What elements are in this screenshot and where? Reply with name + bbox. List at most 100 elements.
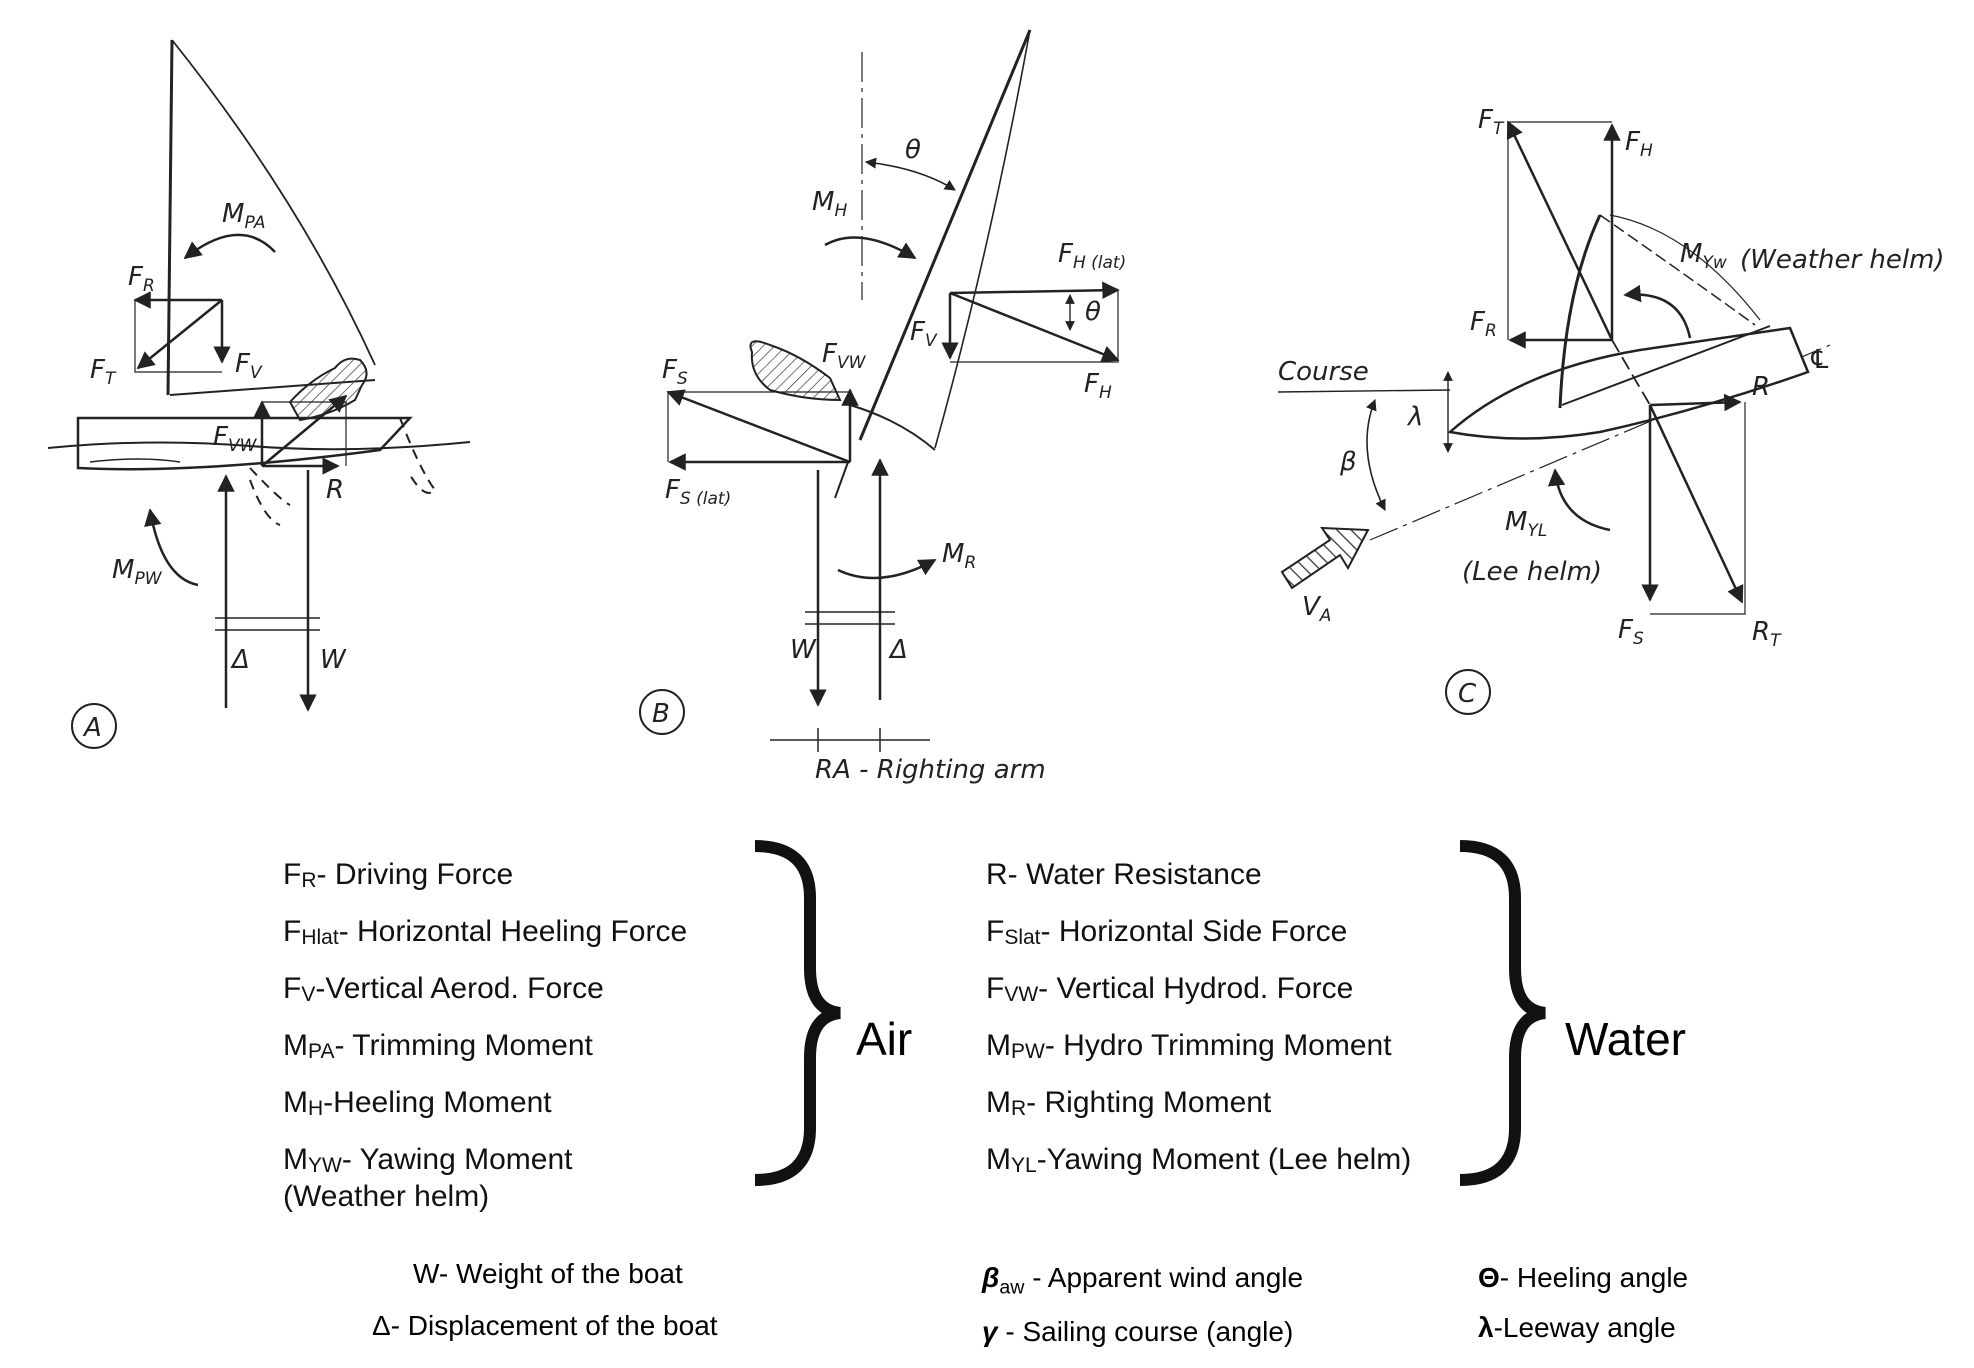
- legend-water-mr: MR- Righting Moment: [986, 1086, 1272, 1121]
- panel-a-guide: [134, 300, 222, 373]
- legend-water-myl: MYL-Yawing Moment (Lee helm): [986, 1143, 1412, 1178]
- sailing-force-diagrams: FR FT FV FVW R MPA MPW Δ W A: [47, 29, 1945, 785]
- label-fr: FR: [1470, 307, 1497, 341]
- label-ra: RA - Righting arm: [815, 755, 1046, 785]
- panel-a-sail: [171, 39, 376, 366]
- label-weather-helm: (Weather helm): [1740, 245, 1945, 275]
- panel-c-sail: [1599, 214, 1756, 326]
- water-label: Water: [1565, 1013, 1686, 1065]
- panel-a-rudder: [399, 417, 437, 494]
- label-r: R: [1752, 372, 1770, 402]
- label-r: R: [326, 475, 344, 505]
- panel-b: [639, 29, 1120, 752]
- panel-b-ra-dim: [770, 728, 930, 752]
- panel-b-theta-arc: [864, 157, 956, 191]
- panel-b-fh-arrow: [949, 291, 1120, 363]
- legend-air-fr: FR- Driving Force: [283, 858, 514, 893]
- footer-beta: βaw - Apparent wind angle: [982, 1262, 1304, 1299]
- label-lambda: λ: [1406, 402, 1423, 432]
- panel-a-centreboard: [249, 467, 291, 526]
- label-circle-b: B: [652, 699, 670, 729]
- panel-c-myw-guide: [1609, 214, 1761, 321]
- panel-b-mh-arrow: [824, 236, 917, 260]
- footer-lambda: λ-Leeway angle: [1478, 1312, 1676, 1343]
- panel-c-circle: [1445, 669, 1491, 715]
- panel-c-beta-arc: [1366, 398, 1386, 512]
- panel-c: [1277, 120, 1831, 715]
- footer-theta: Θ- Heeling angle: [1478, 1262, 1689, 1293]
- footer-displacement: Δ- Displacement of the boat: [372, 1310, 718, 1341]
- label-myw: MYw: [1680, 239, 1727, 273]
- panel-a-guide-2: [262, 401, 347, 466]
- panel-c-rt-arrow: [1648, 404, 1744, 604]
- panel-c-ft-arrow: [1506, 120, 1614, 341]
- legend-water-fvw: FVW- Vertical Hydrod. Force: [986, 972, 1354, 1007]
- panel-a-circle: [71, 703, 117, 749]
- label-fh: FH: [1625, 127, 1653, 161]
- air-label: Air: [856, 1013, 913, 1065]
- panel-b-break: [805, 611, 895, 625]
- legend-air-mpa: MPA- Trimming Moment: [283, 1029, 593, 1064]
- panel-c-labels: FT FH MYw (Weather helm) FR ℄ Course λ β…: [1278, 105, 1945, 709]
- panel-b-mr-arrow: [837, 558, 937, 580]
- panel-c-myl-arrow: [1547, 468, 1611, 532]
- panel-c-guide-2: [1650, 402, 1746, 615]
- label-mpa: MPA: [222, 199, 265, 233]
- panel-a-water: [47, 441, 471, 451]
- panel-a-water-2: [89, 458, 181, 463]
- panel-c-va-arrow: [1280, 526, 1370, 590]
- panel-b-circle: [639, 689, 685, 735]
- label-ft: FT: [1478, 105, 1505, 139]
- label-fv: FV: [235, 349, 263, 383]
- panel-b-sailor: [749, 340, 842, 402]
- panel-b-keel: [834, 461, 849, 499]
- label-circle-c: C: [1458, 679, 1477, 709]
- label-fvw: FVW: [822, 339, 867, 373]
- label-theta-2: θ: [1085, 297, 1101, 327]
- panel-a-break: [215, 617, 320, 631]
- label-fr: FR: [128, 262, 155, 296]
- label-w: W: [790, 635, 817, 665]
- label-va: VA: [1302, 592, 1331, 626]
- air-brace: [754, 840, 842, 1186]
- footer-weight: W- Weight of the boat: [413, 1258, 683, 1289]
- label-fs: FS: [1618, 615, 1644, 649]
- panel-a-res-arrow: [261, 394, 348, 467]
- panel-a-mpa-arrow: [183, 233, 276, 260]
- legend-water-r: R- Water Resistance: [986, 858, 1262, 891]
- label-beta: β: [1339, 447, 1357, 477]
- label-lee-helm: (Lee helm): [1462, 557, 1602, 587]
- panel-a-mpw-arrow: [144, 508, 199, 587]
- label-fhlat: FH (lat): [1058, 239, 1126, 273]
- panel-b-labels: θ MH FH (lat) FV θ FH FS FVW FS (lat) MR…: [652, 135, 1126, 785]
- label-fv: FV: [910, 317, 938, 351]
- panel-b-guide: [950, 290, 1119, 363]
- panel-b-fs-arrow: [666, 389, 851, 464]
- panel-c-boom: [1561, 325, 1771, 406]
- label-theta: θ: [905, 135, 921, 165]
- label-cl: ℄: [1808, 345, 1831, 375]
- panel-c-mast: [1558, 214, 1602, 409]
- label-circle-a: A: [82, 713, 102, 743]
- panel-b-guide-2: [667, 391, 850, 462]
- panel-c-course-line: [1277, 389, 1451, 393]
- panel-c-r-arrow: [1649, 393, 1742, 412]
- label-ft: FT: [90, 355, 117, 389]
- panel-c-myw-arrow: [1623, 284, 1692, 339]
- panel-b-sail: [934, 29, 1031, 449]
- label-rt: RT: [1752, 617, 1782, 651]
- label-mh: MH: [812, 187, 847, 221]
- panel-c-lee-line: [1611, 339, 1651, 406]
- panel-c-guide: [1507, 121, 1612, 340]
- legend-water-fslat: FSlat- Horizontal Side Force: [986, 915, 1348, 950]
- legend-water-mpw: MPW- Hydro Trimming Moment: [986, 1029, 1392, 1064]
- label-myl: MYL: [1505, 507, 1547, 541]
- legend-air-extra: (Weather helm): [283, 1180, 490, 1213]
- label-delta: Δ: [230, 645, 250, 675]
- label-mr: MR: [942, 539, 976, 573]
- legend-air-fv: FV-Vertical Aerod. Force: [283, 972, 604, 1007]
- label-delta: Δ: [888, 635, 908, 665]
- panel-a: [47, 39, 471, 749]
- label-fs: FS: [662, 355, 688, 389]
